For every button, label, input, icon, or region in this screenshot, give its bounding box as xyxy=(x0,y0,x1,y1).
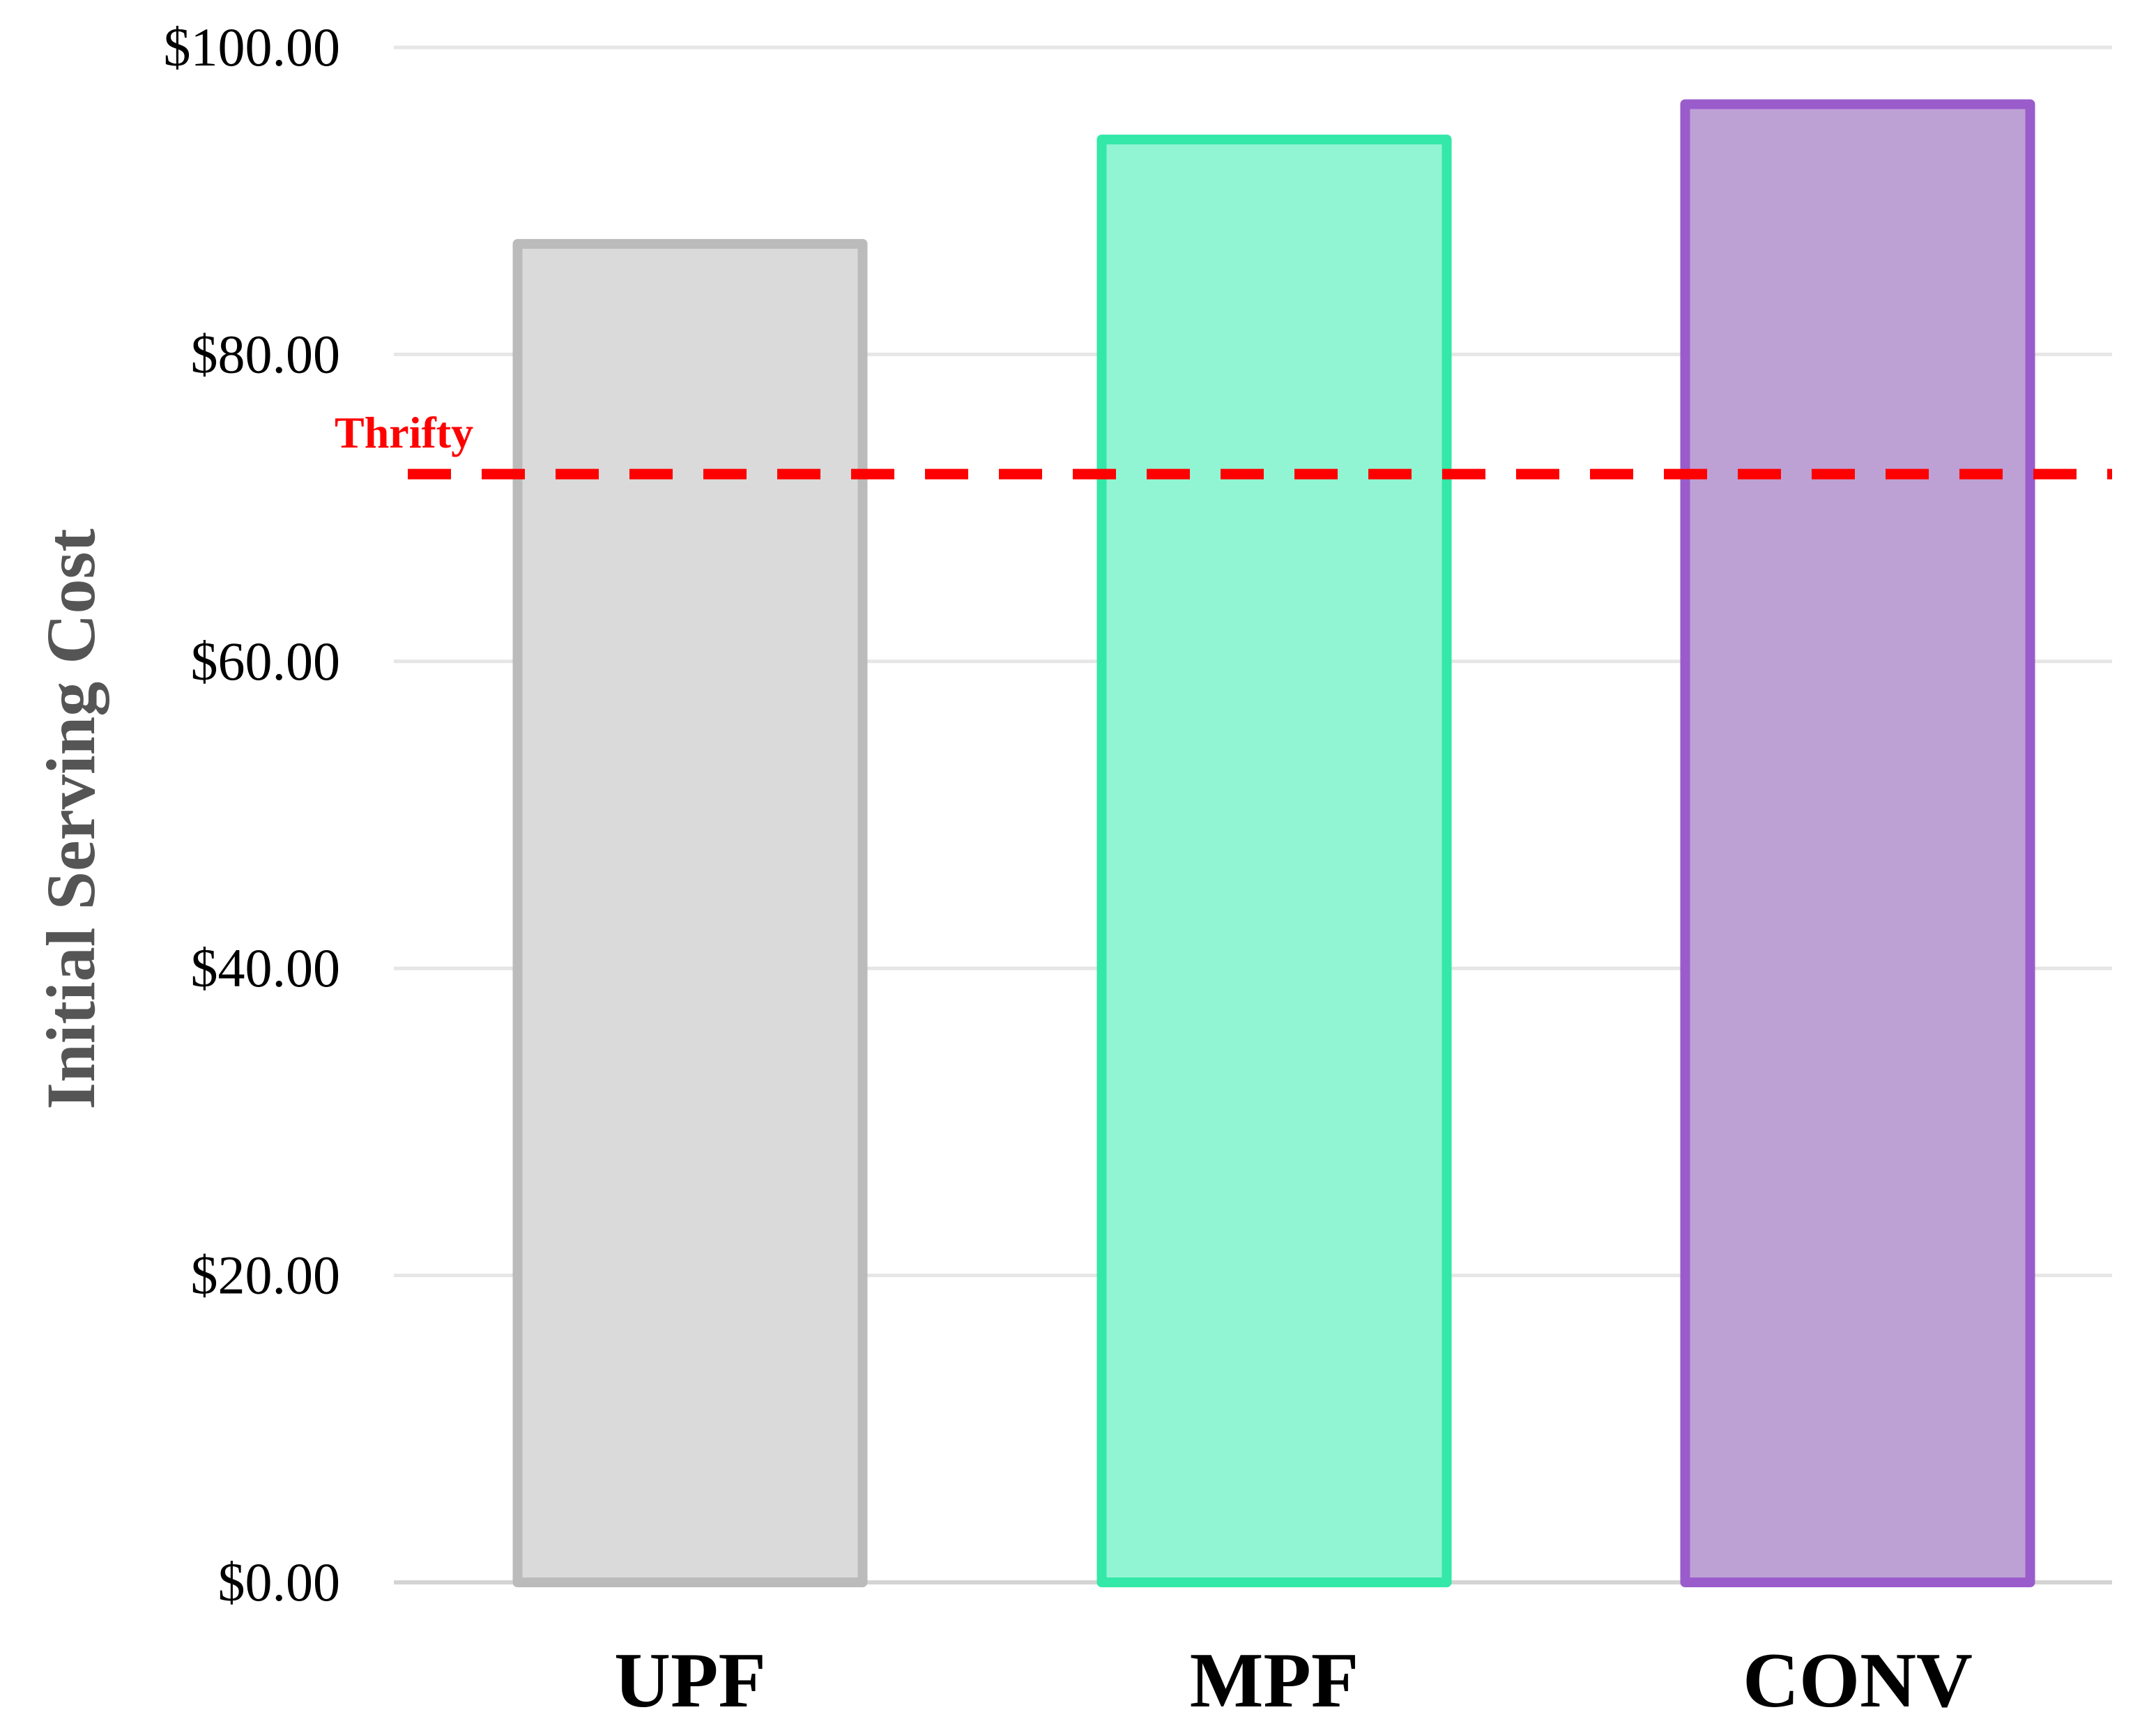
bar-upf xyxy=(512,238,868,1588)
y-tick-label-3: $60.00 xyxy=(191,631,341,692)
y-axis-title: Initial Serving Cost xyxy=(32,528,109,1109)
bars xyxy=(512,99,2035,1588)
x-category-label-conv: CONV xyxy=(1743,1637,1973,1719)
bar-mpf xyxy=(1096,135,1452,1587)
reference-line-group: Thrifty xyxy=(335,408,2112,480)
bar-conv xyxy=(1680,99,2035,1587)
x-category-label-upf: UPF xyxy=(614,1637,766,1719)
thrifty-reference-label: Thrifty xyxy=(335,408,473,457)
y-tick-labels: $0.00 $20.00 $40.00 $60.00 $80.00 $100.00 xyxy=(164,17,341,1612)
x-category-labels: UPF MPF CONV xyxy=(614,1637,1973,1719)
y-tick-label-5: $100.00 xyxy=(164,17,341,77)
y-tick-label-4: $80.00 xyxy=(191,323,341,384)
y-tick-label-2: $40.00 xyxy=(191,938,341,998)
y-tick-label-1: $20.00 xyxy=(191,1245,341,1306)
x-category-label-mpf: MPF xyxy=(1190,1637,1359,1719)
y-tick-label-0: $0.00 xyxy=(218,1552,341,1612)
